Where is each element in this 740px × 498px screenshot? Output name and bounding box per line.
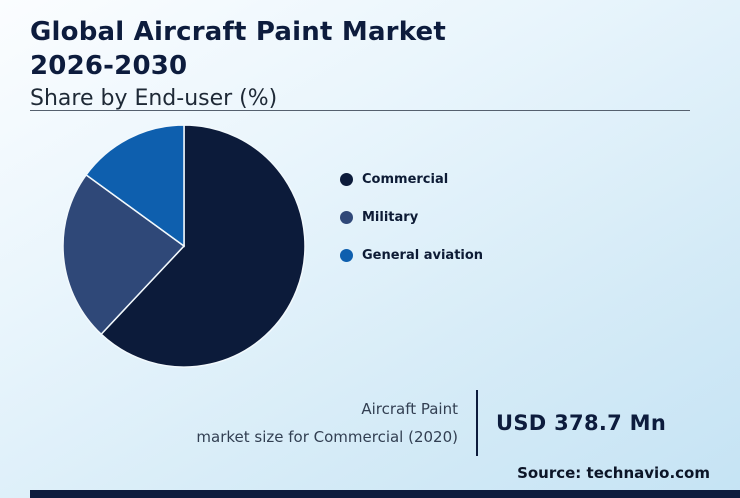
legend-item-general-aviation: General aviation — [340, 248, 483, 263]
market-size-value: USD 378.7 Mn — [496, 411, 667, 435]
bottom-accent-bar — [30, 490, 740, 498]
legend-dot-icon — [340, 173, 353, 186]
legend-dot-icon — [340, 211, 353, 224]
page-title-line2: 2026-2030 — [30, 50, 188, 81]
header: Global Aircraft Paint Market 2026-2030 S… — [30, 16, 700, 111]
footnote-label-line2: market size for Commercial (2020) — [196, 428, 458, 446]
footnote-divider — [476, 390, 478, 456]
market-size-footnote: Aircraft Paint market size for Commercia… — [120, 390, 666, 456]
footnote-label-line1: Aircraft Paint — [361, 399, 458, 418]
page-subtitle: Share by End-user (%) — [30, 85, 278, 111]
legend-label: Commercial — [362, 172, 449, 187]
legend-label: General aviation — [362, 248, 484, 263]
pie-slice-military — [62, 173, 186, 336]
header-divider — [30, 110, 690, 111]
chart-legend: Commercial Military General aviation — [340, 172, 483, 263]
source-attribution: Source: technavio.com — [517, 464, 710, 482]
legend-label: Military — [362, 210, 419, 225]
pie-chart-container — [58, 120, 310, 372]
pie-slice-commercial — [100, 124, 306, 368]
pie-slice-general-aviation — [85, 124, 185, 248]
legend-dot-icon — [340, 249, 353, 262]
pie-chart — [62, 124, 306, 368]
page-title: Global Aircraft Paint Market 2026-2030 — [30, 16, 700, 84]
legend-item-military: Military — [340, 210, 483, 225]
footnote-label: Aircraft Paint market size for Commercia… — [120, 395, 458, 452]
legend-item-commercial: Commercial — [340, 172, 483, 187]
page-title-line1: Global Aircraft Paint Market — [30, 17, 446, 47]
